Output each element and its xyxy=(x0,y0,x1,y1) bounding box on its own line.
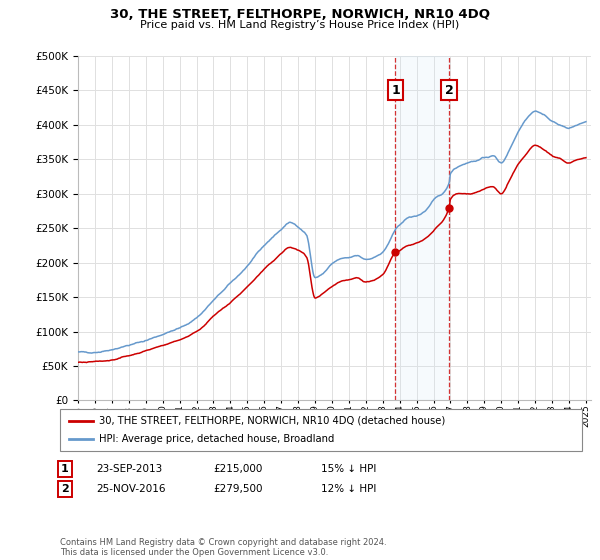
Text: 2: 2 xyxy=(445,84,454,97)
Text: 12% ↓ HPI: 12% ↓ HPI xyxy=(321,484,376,494)
Text: £279,500: £279,500 xyxy=(213,484,263,494)
Text: 1: 1 xyxy=(391,84,400,97)
Text: 1: 1 xyxy=(61,464,68,474)
Bar xyxy=(395,56,449,400)
Text: £215,000: £215,000 xyxy=(213,464,262,474)
Text: 30, THE STREET, FELTHORPE, NORWICH, NR10 4DQ: 30, THE STREET, FELTHORPE, NORWICH, NR10… xyxy=(110,8,490,21)
Text: 2: 2 xyxy=(61,484,68,494)
Text: Price paid vs. HM Land Registry’s House Price Index (HPI): Price paid vs. HM Land Registry’s House … xyxy=(140,20,460,30)
Text: Contains HM Land Registry data © Crown copyright and database right 2024.
This d: Contains HM Land Registry data © Crown c… xyxy=(60,538,386,557)
Text: 30, THE STREET, FELTHORPE, NORWICH, NR10 4DQ (detached house): 30, THE STREET, FELTHORPE, NORWICH, NR10… xyxy=(99,416,445,426)
Text: 25-NOV-2016: 25-NOV-2016 xyxy=(96,484,166,494)
Text: 23-SEP-2013: 23-SEP-2013 xyxy=(96,464,162,474)
Text: 15% ↓ HPI: 15% ↓ HPI xyxy=(321,464,376,474)
Text: HPI: Average price, detached house, Broadland: HPI: Average price, detached house, Broa… xyxy=(99,434,334,444)
